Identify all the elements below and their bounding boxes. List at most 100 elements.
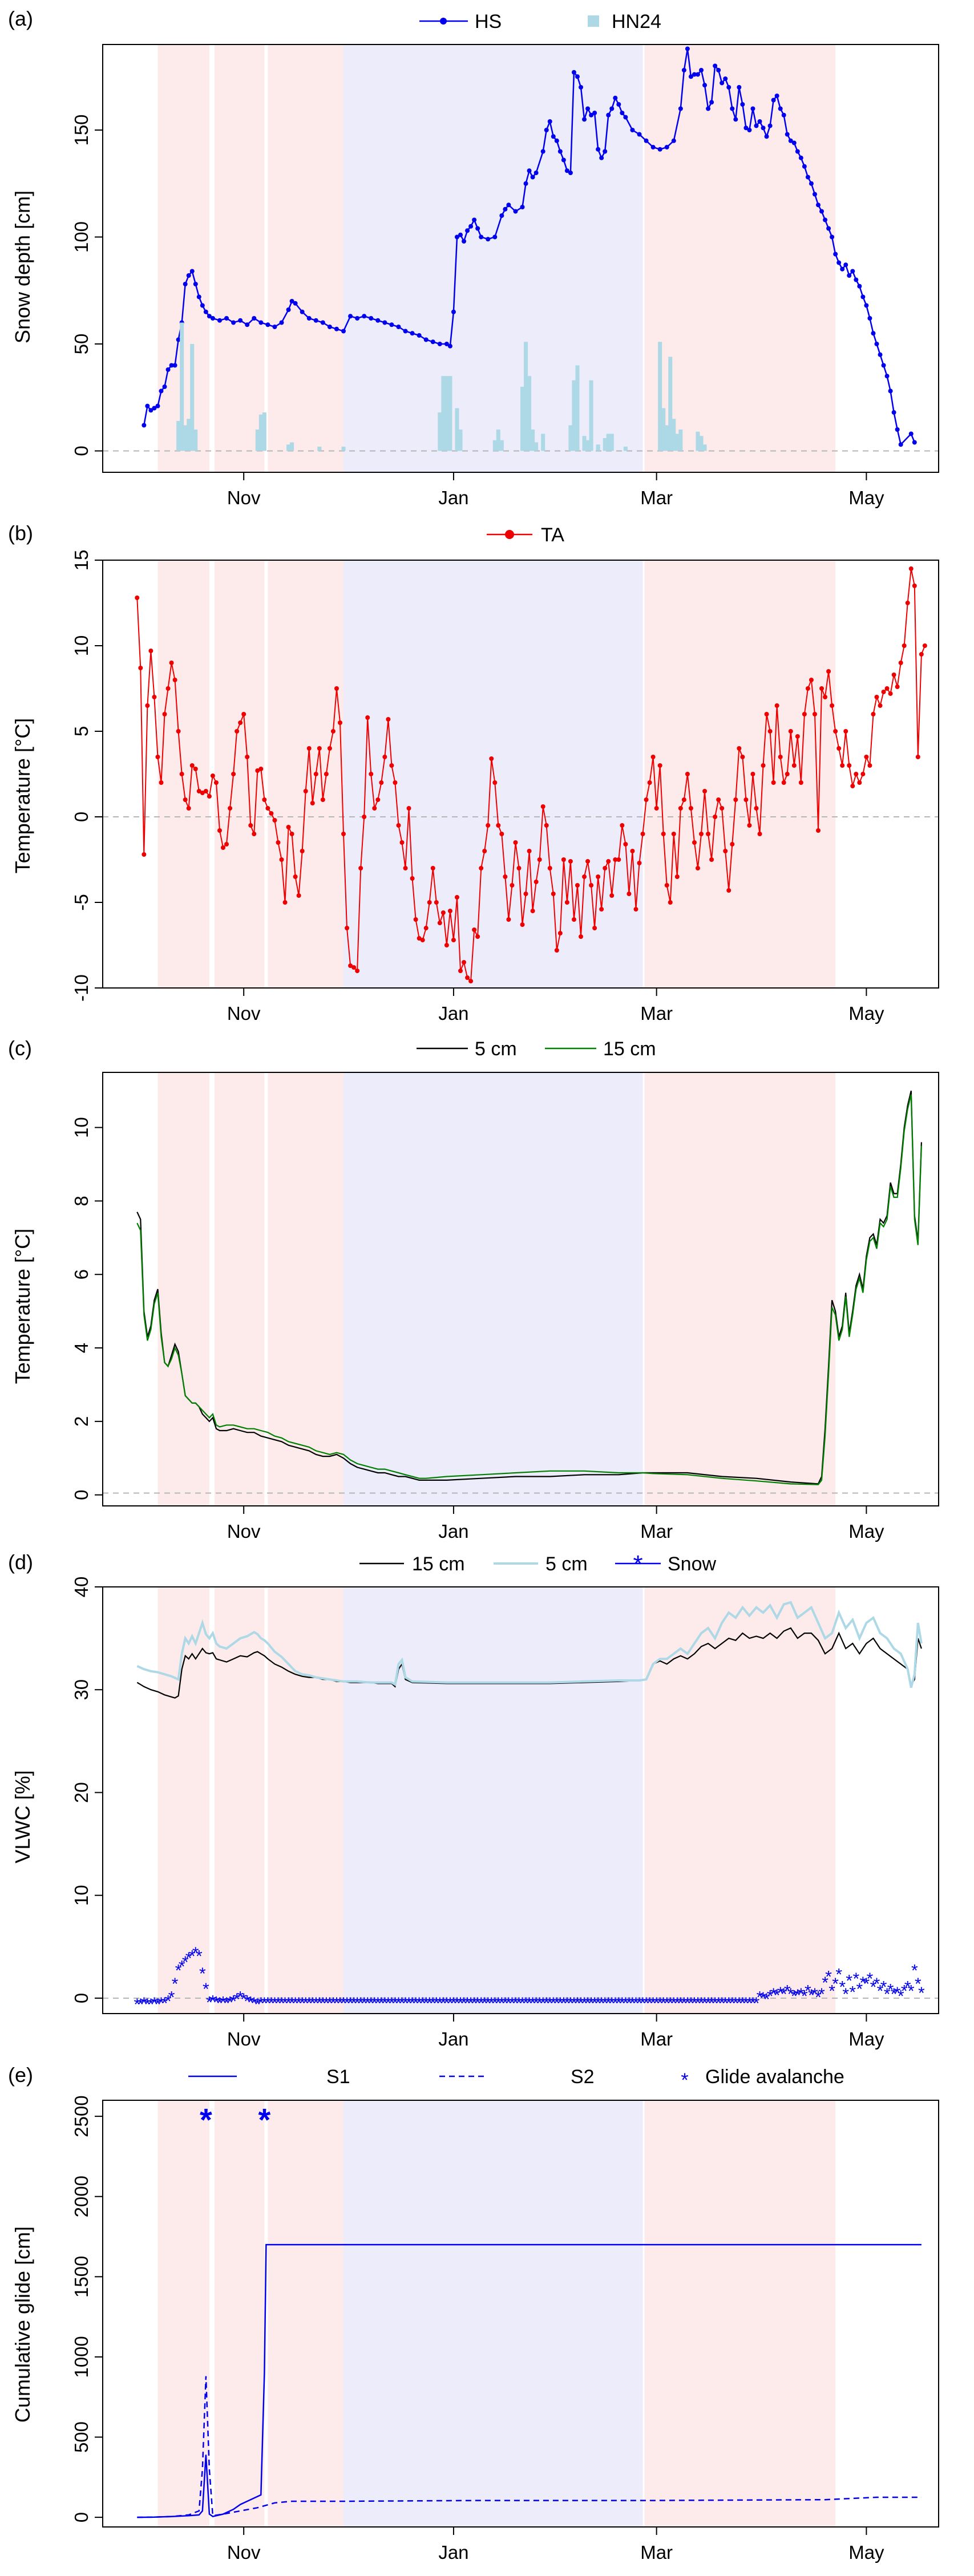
x-tick-label: Jan: [438, 2542, 468, 2563]
snow-vlwc-point: *: [337, 1994, 343, 2013]
snow-vlwc-point: *: [340, 1994, 347, 2013]
snow-vlwc-point: *: [523, 1994, 530, 2013]
hs-point: [437, 342, 442, 346]
hs-point: [561, 157, 566, 163]
snow-vlwc-point: *: [361, 1994, 367, 2013]
hs-point: [815, 202, 821, 208]
snow-vlwc-point: *: [811, 1985, 818, 2004]
snow-vlwc-point: *: [165, 1992, 172, 2011]
snow-vlwc-point: *: [216, 1994, 223, 2013]
hs-point: [616, 102, 621, 107]
snow-vlwc-point: *: [526, 1994, 533, 2013]
ta-point: [633, 907, 638, 912]
snow-vlwc-point: *: [502, 1994, 509, 2013]
snow-vlwc-point: *: [729, 1994, 735, 2013]
hs-point: [530, 175, 535, 180]
ta-point: [152, 695, 157, 699]
ta-point: [279, 857, 284, 862]
ta-point: [609, 893, 615, 898]
hs-point: [857, 283, 862, 289]
hs-point: [492, 234, 498, 240]
hn24-bar: [441, 376, 446, 451]
snow-vlwc-point: *: [313, 1994, 320, 2013]
y-tick-label: 10: [71, 635, 92, 657]
hs-point: [582, 117, 587, 122]
y-tick-label: 1000: [71, 2336, 92, 2377]
snow-vlwc-point: *: [670, 1994, 677, 2013]
ta-point: [795, 734, 800, 739]
ta-point: [747, 823, 752, 828]
hs-point: [369, 316, 374, 321]
snow-vlwc-point: *: [571, 1994, 577, 2013]
hs-point: [472, 217, 477, 222]
legend-hs-label: HS: [475, 11, 502, 33]
ta-point: [155, 755, 160, 759]
ta-point: [396, 823, 401, 828]
hs-point: [451, 309, 456, 314]
snow-vlwc-point: *: [540, 1994, 547, 2013]
snow-vlwc-point: *: [839, 1978, 846, 1996]
ta-point: [603, 866, 608, 870]
hs-point: [592, 111, 597, 115]
snow-vlwc-point: *: [148, 1995, 155, 2014]
hs-point: [320, 320, 325, 325]
period-band-2: [268, 560, 344, 988]
snow-vlwc-point: *: [509, 1994, 516, 2013]
hn24-bar: [190, 344, 195, 451]
period-band-4: [644, 2100, 836, 2527]
snow-vlwc-point: *: [185, 1949, 192, 1968]
snow-vlwc-point: *: [887, 1981, 894, 2000]
hs-point: [169, 363, 174, 368]
ta-point: [908, 566, 914, 571]
hs-point: [554, 138, 559, 143]
hn24-bar: [524, 342, 528, 451]
hn24-bar: [541, 434, 545, 451]
panel-d-legend: 15 cm 5 cm * Snow: [359, 1550, 716, 1578]
panel-b-label: (b): [8, 521, 33, 545]
ta-point: [255, 768, 260, 773]
snow-vlwc-point: *: [350, 1994, 357, 2013]
hn24-bar: [572, 380, 576, 451]
hs-point: [881, 363, 886, 368]
snow-vlwc-point: *: [877, 1982, 884, 2001]
ta-point: [671, 832, 676, 836]
snow-vlwc-point: *: [708, 1994, 715, 2013]
ta-point: [805, 686, 810, 691]
ta-point: [833, 729, 838, 734]
ta-point: [440, 910, 446, 915]
hs-point: [809, 181, 814, 186]
y-tick-label: 8: [71, 1196, 92, 1206]
ta-point: [458, 969, 463, 973]
x-tick-label: Mar: [640, 2028, 673, 2050]
ta-point: [472, 927, 477, 932]
hs-point: [503, 206, 508, 212]
hs-point: [585, 106, 591, 111]
ta-point: [857, 780, 862, 785]
ta-point: [750, 772, 755, 776]
ta-point: [334, 686, 339, 691]
snow-vlwc-point: *: [846, 1972, 852, 1991]
x-tick-label: Mar: [640, 1003, 673, 1024]
ta-point: [348, 963, 353, 968]
ta-point: [706, 832, 711, 836]
hs-point: [513, 209, 518, 214]
y-tick-label: 0: [71, 445, 92, 456]
hs-point: [895, 427, 900, 432]
ta-point: [486, 823, 491, 828]
snow-vlwc-point: *: [519, 1994, 526, 2013]
hs-point: [840, 266, 845, 272]
ta-point: [551, 892, 556, 896]
snow-vlwc-point: *: [623, 1994, 629, 2013]
ta-point: [898, 661, 903, 665]
panel-e-label: (e): [8, 2063, 33, 2087]
snow-vlwc-point: *: [474, 1994, 481, 2013]
panel-a-ylabel: Snow depth [cm]: [11, 191, 34, 343]
hs-point: [499, 213, 504, 218]
plot-frame: [102, 1072, 939, 1506]
ta-point: [145, 703, 150, 708]
hs-point: [609, 106, 615, 111]
ta-point: [592, 926, 597, 930]
hs-point: [217, 318, 222, 323]
hs-point: [231, 320, 236, 325]
legend-hn24-label: HN24: [612, 11, 661, 33]
